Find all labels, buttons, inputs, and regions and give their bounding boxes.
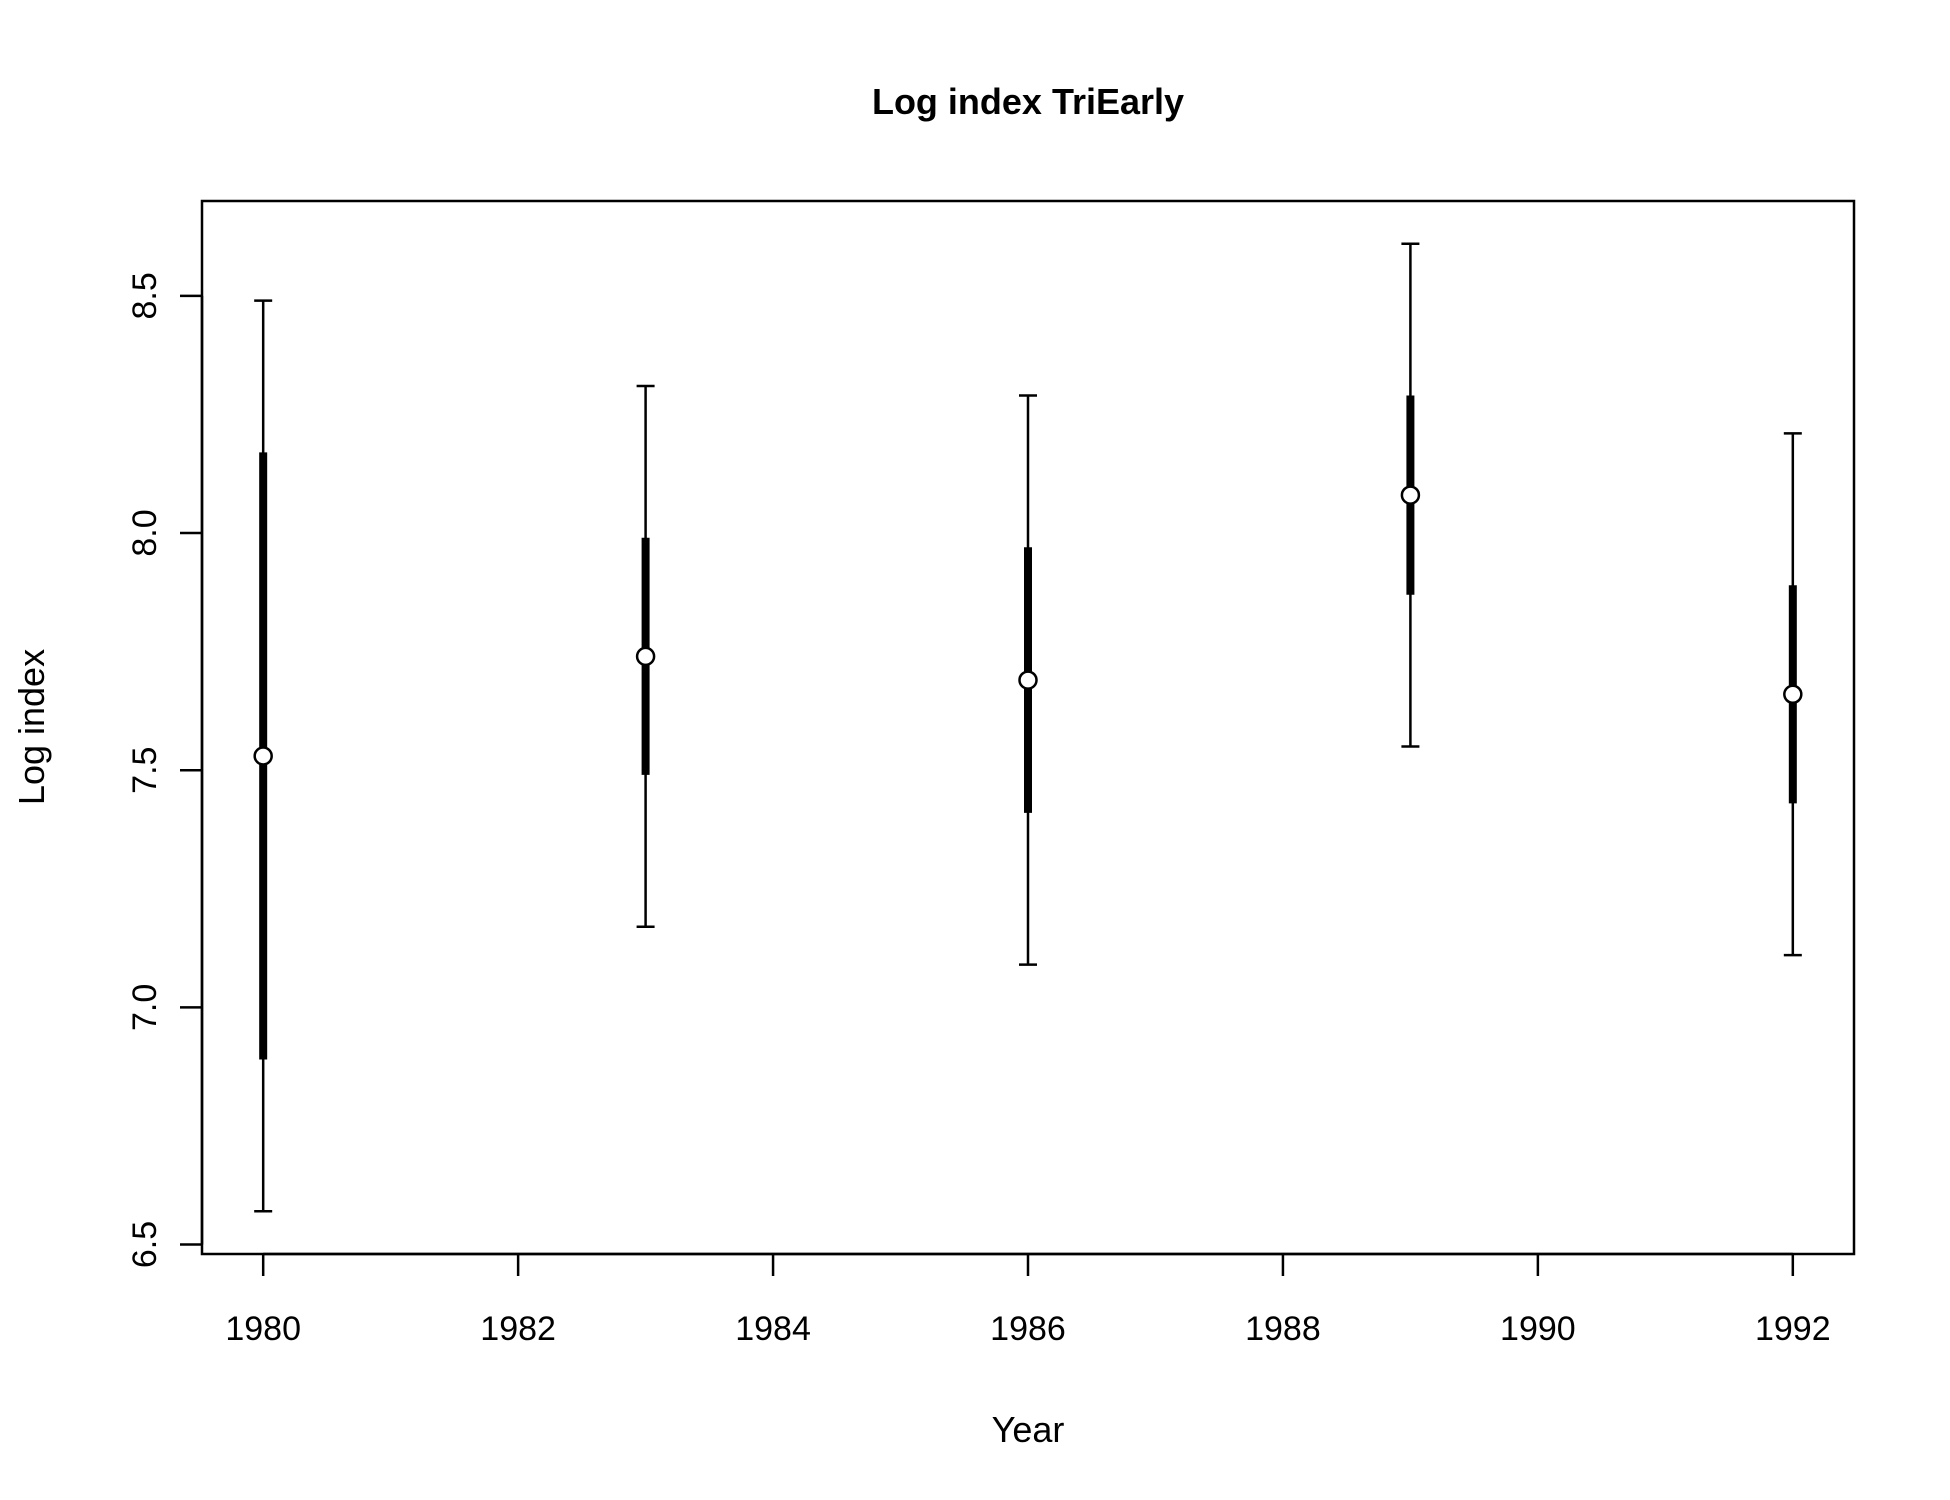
x-tick-label: 1982 (480, 1310, 556, 1348)
data-point (1783, 684, 1803, 705)
data-point (1400, 485, 1421, 505)
y-axis-label: Log index (11, 649, 52, 805)
data-marks (253, 242, 1803, 1213)
data-point (253, 746, 273, 766)
x-tick-label: 1988 (1245, 1310, 1321, 1348)
chart-title: Log index TriEarly (872, 81, 1184, 122)
y-tick-label: 8.5 (126, 272, 164, 319)
x-axis: 1980 1982 1984 1986 1988 1990 1992 (225, 1252, 1831, 1348)
x-tick-label: 1992 (1755, 1310, 1831, 1348)
data-point-group (635, 384, 656, 928)
x-axis-label: Year (992, 1409, 1065, 1450)
y-tick-label: 6.5 (126, 1221, 164, 1268)
data-point-group (1783, 432, 1803, 957)
data-point-group (253, 299, 273, 1213)
y-tick-label: 8.0 (126, 509, 164, 556)
data-point-group (1018, 394, 1038, 966)
data-point (635, 646, 656, 667)
y-axis: 6.5 7.0 7.5 8.0 8.5 (126, 272, 204, 1268)
x-tick-label: 1980 (225, 1310, 301, 1348)
x-tick-label: 1986 (990, 1310, 1066, 1348)
y-tick-label: 7.5 (126, 747, 164, 794)
y-tick-label: 7.0 (126, 984, 164, 1031)
data-point (1018, 670, 1038, 690)
data-point-group (1400, 242, 1421, 748)
x-tick-label: 1984 (735, 1310, 811, 1348)
x-tick-label: 1990 (1500, 1310, 1576, 1348)
